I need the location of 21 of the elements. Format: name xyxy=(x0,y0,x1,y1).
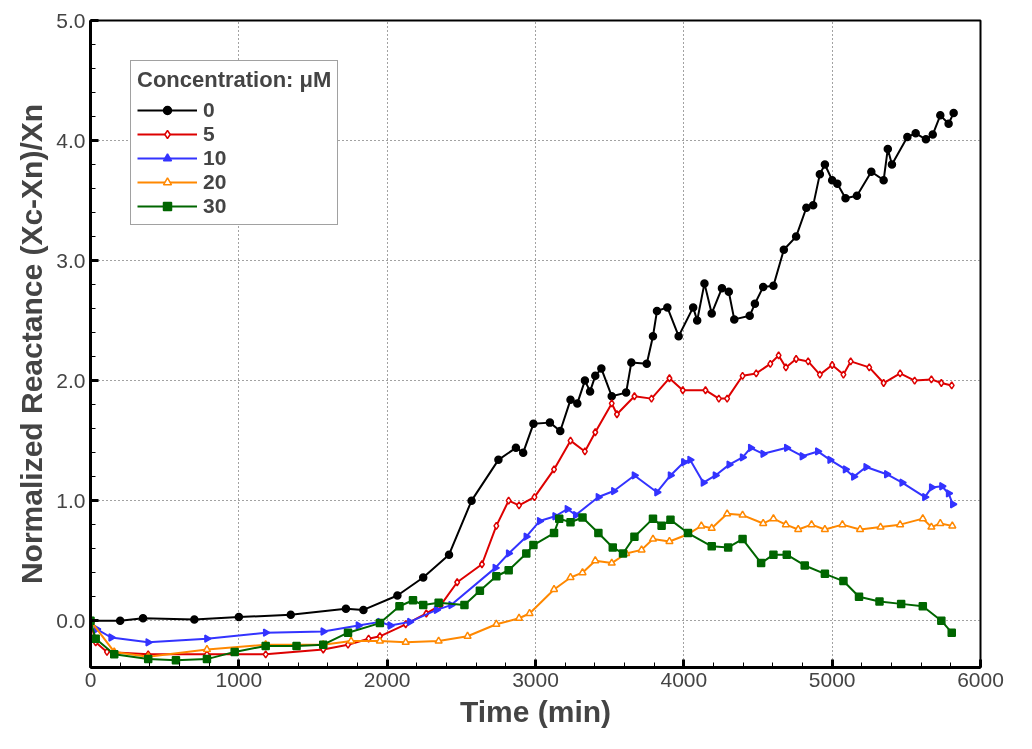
x-tick-label: 4000 xyxy=(660,667,708,691)
y-tick-label: 0.0 xyxy=(56,608,86,632)
y-axis-title: Normalized Reactance (Xc-Xn)/Xn xyxy=(15,103,49,585)
x-tick-label: 0 xyxy=(84,667,97,691)
legend-label: 20 xyxy=(203,170,227,194)
legend-label: 30 xyxy=(203,194,227,218)
x-axis-title: Time (min) xyxy=(459,694,612,728)
x-tick-label: 6000 xyxy=(957,667,1004,691)
x-tick-label: 3000 xyxy=(512,667,559,691)
y-tick-label: 3.0 xyxy=(56,248,86,272)
legend-label: 0 xyxy=(203,98,216,122)
y-tick-label: 2.0 xyxy=(56,368,86,392)
y-tick-label: 1.0 xyxy=(56,488,86,512)
x-tick-label: 1000 xyxy=(215,667,263,691)
legend-label: 5 xyxy=(203,122,216,146)
x-tick-label: 5000 xyxy=(808,667,856,691)
y-tick-label: 5.0 xyxy=(56,8,86,32)
legend-title: Concentration: μM xyxy=(137,67,332,93)
legend-label: 10 xyxy=(203,146,227,170)
y-tick-label: 4.0 xyxy=(56,128,86,152)
x-tick-label: 2000 xyxy=(363,667,411,691)
